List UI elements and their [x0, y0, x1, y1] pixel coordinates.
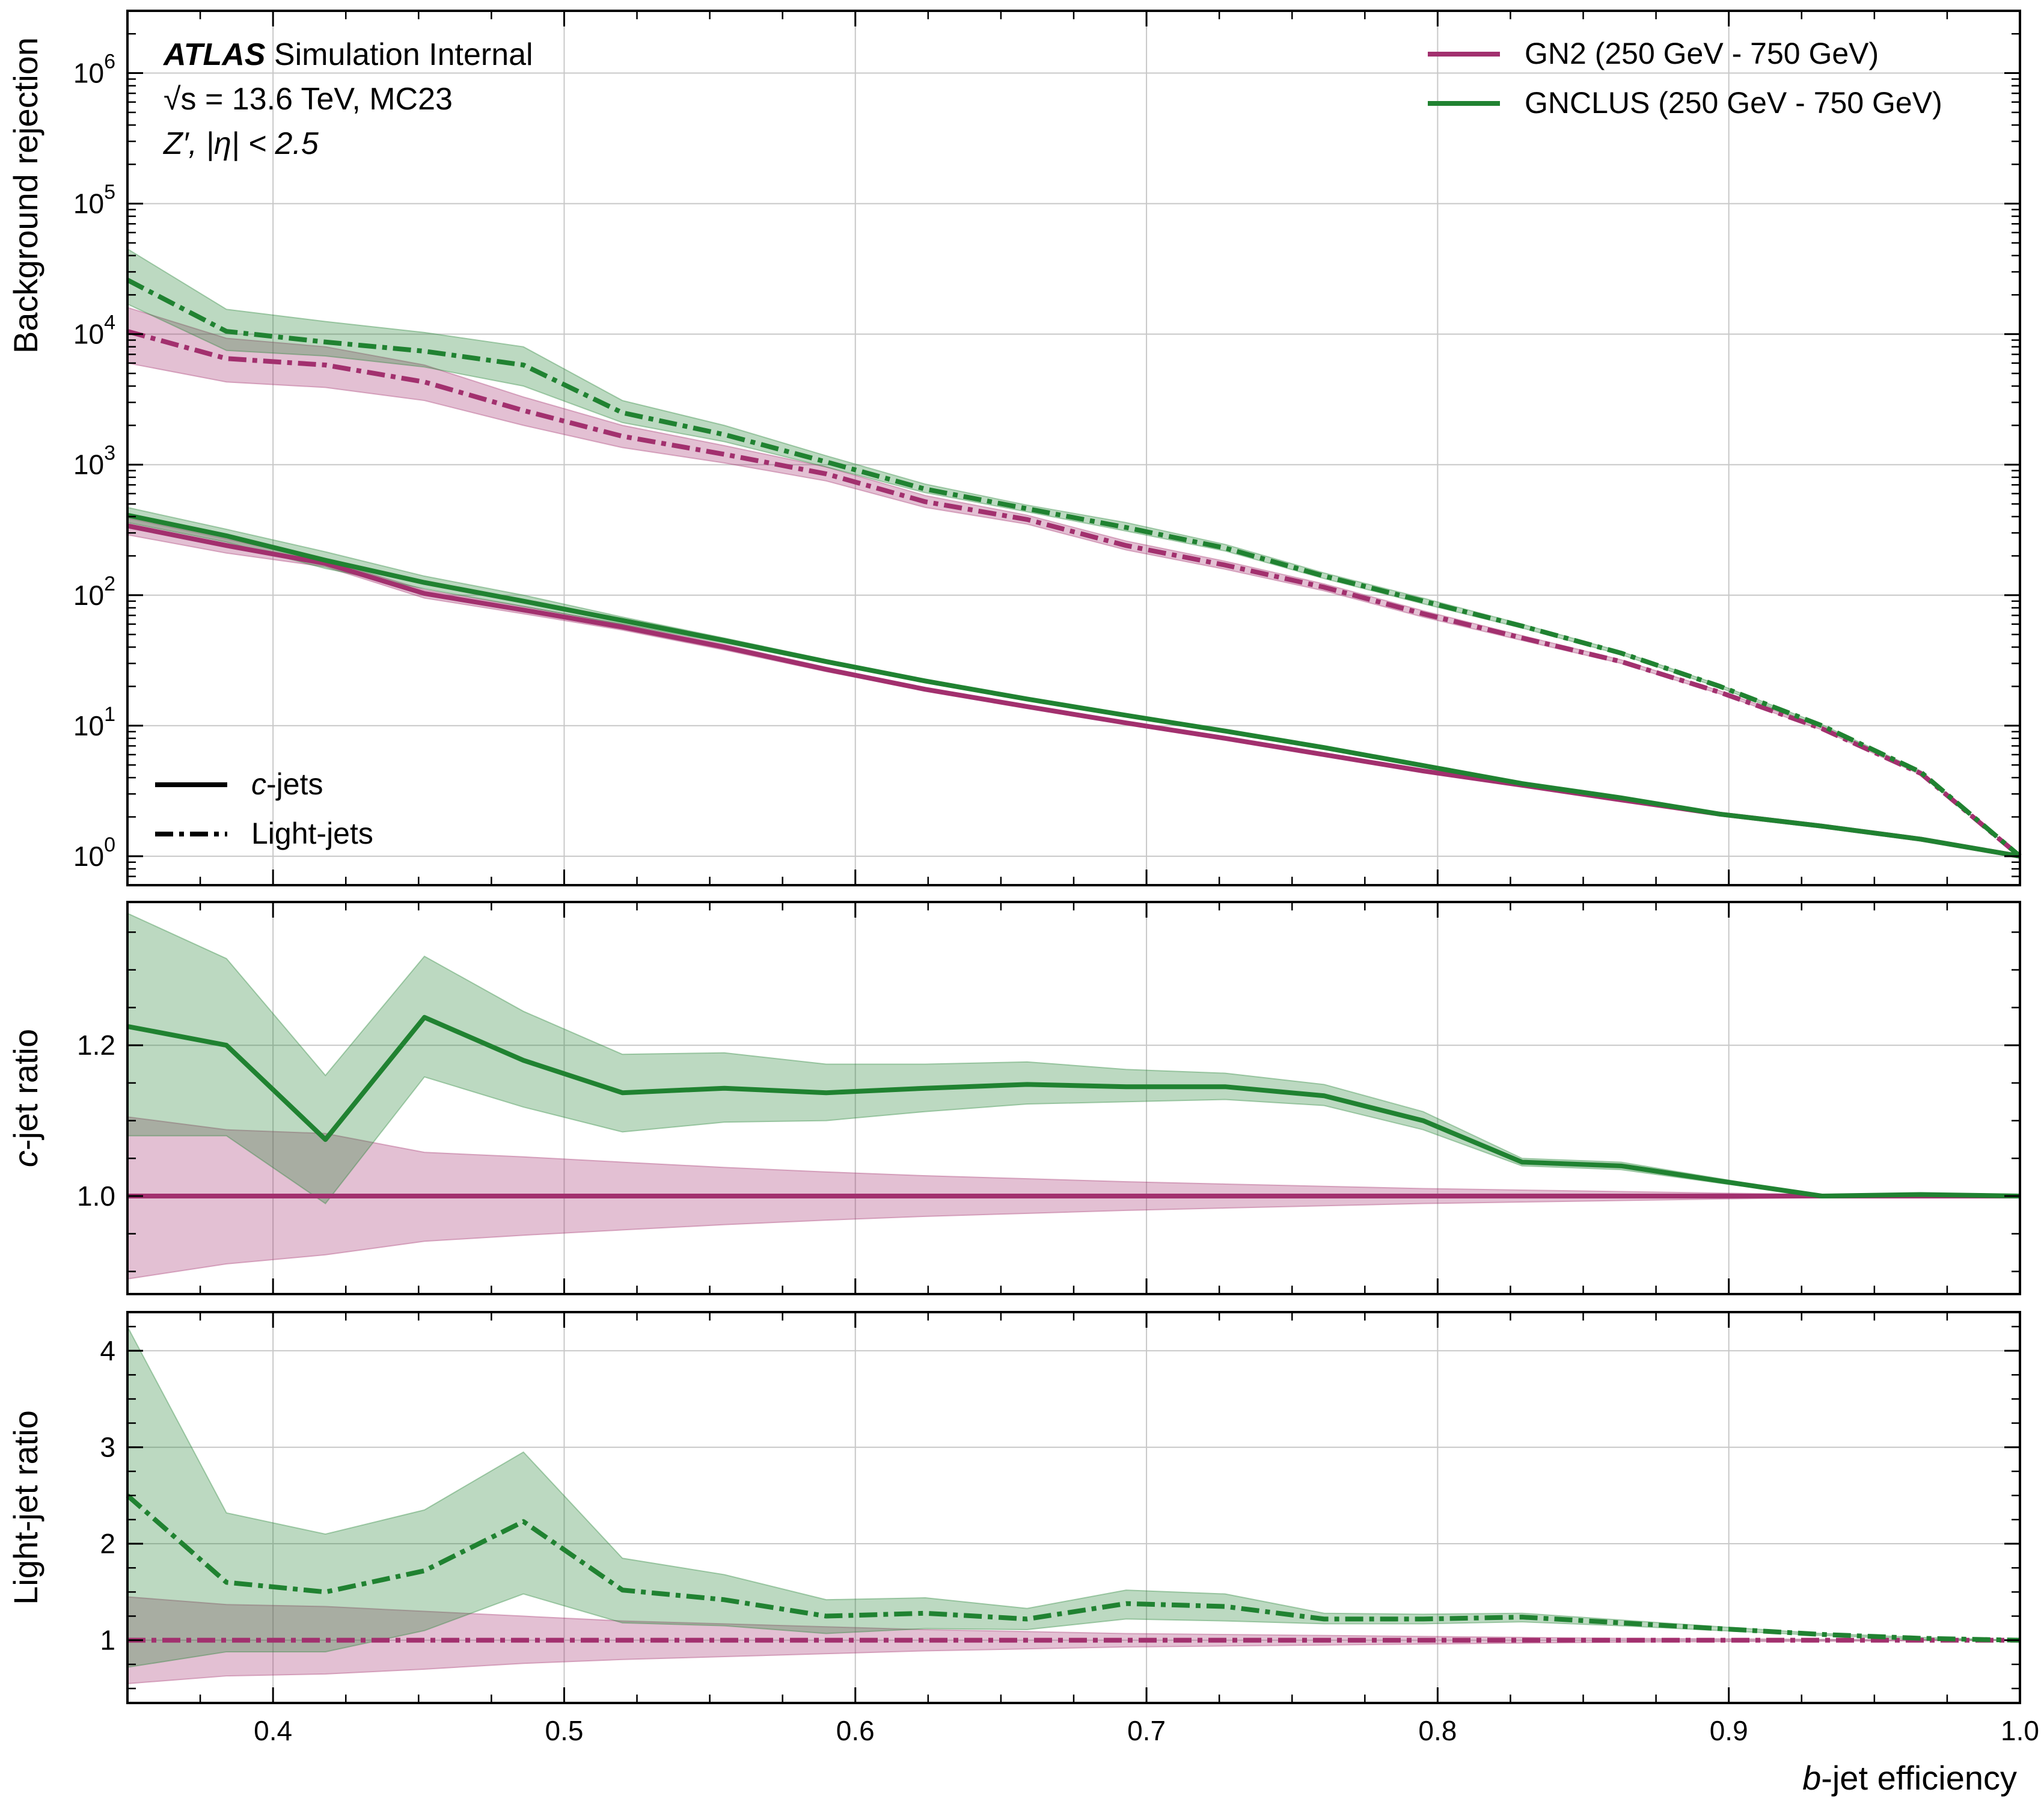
x-tick-label: 0.9 — [1710, 1715, 1748, 1746]
main-grid — [127, 11, 2021, 885]
legend-cjets-suffix: -jets — [266, 767, 323, 801]
band-c-jets-gn2 — [127, 517, 2021, 857]
style-legend: c-jets Light-jets — [155, 767, 373, 850]
y-tick-label: 1.2 — [77, 1029, 115, 1061]
x-tick-label: 0.6 — [836, 1715, 875, 1746]
y-tick-exponent: 6 — [104, 51, 115, 73]
light-ratio-ylabel: Light-jet ratio — [7, 1410, 44, 1605]
c-ratio-lines — [127, 1014, 2021, 1198]
y-tick-label: 100 — [73, 833, 115, 872]
c-ratio-ylabel: c-jet ratio — [7, 1029, 44, 1167]
series-line-light-jets-gnclus — [126, 278, 2022, 858]
x-tick-label: 0.4 — [254, 1715, 292, 1746]
y-tick-exponent: 4 — [104, 311, 115, 334]
c-ratio-panel: 1.0 1.2 c-jet ratio — [7, 901, 2021, 1295]
y-tick-label: 3 — [100, 1432, 115, 1463]
y-tick-exponent: 0 — [104, 833, 115, 856]
main-ylabel: Background rejection — [7, 37, 44, 354]
legend-lightjets-label: Light-jets — [251, 817, 373, 850]
y-tick-label: 4 — [100, 1335, 115, 1366]
light-ratio-lines — [126, 1493, 2021, 1643]
y-tick-label: 103 — [73, 442, 115, 480]
light-ratio-panel: 1 2 3 4 0.4 0.5 0.6 0.7 0.8 0.9 1.0 Light-jet rati… — [7, 1311, 2039, 1746]
y-tick-exponent: 1 — [104, 703, 115, 726]
c-ratio-bands — [127, 912, 2021, 1280]
main-lines — [126, 278, 2022, 859]
x-tick-label: 1.0 — [2001, 1715, 2039, 1746]
model-legend: GN2 (250 GeV - 750 GeV) GNCLUS (250 GeV … — [1428, 37, 1942, 120]
band-gnclus — [127, 1326, 2021, 1668]
main-frame — [126, 10, 2021, 886]
y-tick-label: 106 — [73, 51, 115, 89]
series-line-light-jets-gn2 — [126, 329, 2022, 858]
main-bands — [127, 248, 2021, 857]
series-line-gnclus — [127, 1014, 2021, 1198]
x-axis-label: b-jet efficiency — [1802, 1759, 2017, 1797]
c-ratio-ylabel-suffix: -jet ratio — [7, 1029, 44, 1150]
atlas-rest: Simulation Internal — [265, 37, 533, 72]
selection-label: Z′, |η| < 2.5 — [162, 126, 319, 161]
legend-gn2-label: GN2 (250 GeV - 750 GeV) — [1525, 37, 1879, 70]
x-tick-label: 0.5 — [545, 1715, 583, 1746]
y-tick-label: 101 — [73, 703, 115, 741]
legend-cjets-prefix: c — [251, 767, 266, 801]
band-light-jets-gnclus — [127, 248, 2021, 857]
atlas-label: ATLAS Simulation Internal — [162, 37, 533, 72]
y-tick-exponent: 2 — [104, 572, 115, 595]
y-tick-label: 1 — [100, 1625, 115, 1656]
series-line-c-jets-gnclus — [127, 512, 2021, 859]
x-tick-label: 0.7 — [1127, 1715, 1166, 1746]
y-tick-label: 104 — [73, 311, 115, 350]
y-tick-label: 105 — [73, 181, 115, 219]
y-tick-label: 2 — [100, 1528, 115, 1559]
x-axis-label-suffix: -jet efficiency — [1821, 1759, 2017, 1797]
atlas-annotation: ATLAS Simulation Internal √s = 13.6 TeV,… — [162, 37, 533, 161]
atlas-bold: ATLAS — [162, 37, 266, 72]
c-ratio-ylabel-prefix: c — [7, 1150, 44, 1167]
x-axis-label-prefix: b — [1802, 1759, 1821, 1797]
light-ratio-frame — [126, 1311, 2021, 1704]
y-tick-exponent: 5 — [104, 181, 115, 204]
band-c-jets-gnclus — [127, 506, 2021, 857]
c-ratio-frame — [126, 901, 2021, 1295]
energy-label: √s = 13.6 TeV, MC23 — [164, 82, 453, 117]
y-tick-label: 102 — [73, 572, 115, 611]
y-tick-exponent: 3 — [104, 442, 115, 465]
c-ratio-ticks: 1.0 1.2 — [77, 902, 2021, 1294]
band-light-jets-gn2 — [127, 306, 2021, 857]
series-line-gnclus — [126, 1493, 2021, 1643]
legend-cjets-label: c-jets — [251, 767, 323, 801]
x-tick-label: 0.8 — [1418, 1715, 1457, 1746]
legend-gnclus-label: GNCLUS (250 GeV - 750 GeV) — [1525, 86, 1942, 120]
y-tick-label: 1.0 — [77, 1180, 115, 1212]
